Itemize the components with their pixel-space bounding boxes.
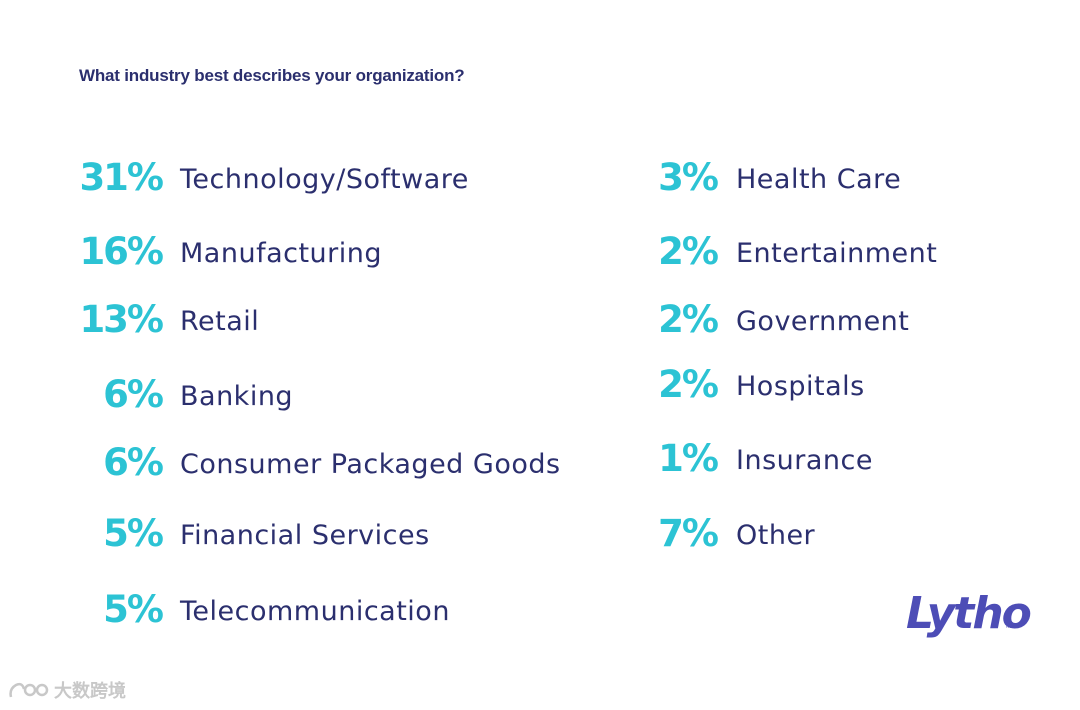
- stat-percentage: 5%: [103, 512, 164, 555]
- logo-trademark: ™: [1005, 625, 1012, 633]
- stat-label: Retail: [180, 306, 260, 337]
- stat-percentage: 6%: [103, 441, 164, 484]
- stat-percentage: 3%: [658, 156, 719, 199]
- stat-percentage: 5%: [103, 588, 164, 631]
- stat-label: Financial Services: [180, 520, 430, 551]
- stat-percentage: 7%: [658, 512, 719, 555]
- stat-percentage: 31%: [79, 156, 164, 199]
- stat-label: Telecommunication: [180, 596, 450, 627]
- stat-percentage: 2%: [658, 363, 719, 406]
- stat-percentage: 13%: [79, 298, 164, 341]
- watermark-text: 大数跨境: [54, 681, 126, 702]
- stat-label: Entertainment: [736, 238, 938, 269]
- stat-label: Other: [736, 520, 816, 551]
- stat-percentage: 6%: [103, 373, 164, 416]
- stat-percentage: 16%: [79, 230, 164, 273]
- stat-percentage: 2%: [658, 298, 719, 341]
- watermark: 大数跨境: [8, 677, 126, 703]
- stat-percentage: 2%: [658, 230, 719, 273]
- lytho-logo: Lytho: [906, 588, 1032, 639]
- stat-label: Banking: [180, 381, 294, 412]
- stat-label: Health Care: [736, 164, 902, 195]
- watermark-icon: [9, 682, 49, 698]
- stat-label: Hospitals: [736, 371, 865, 402]
- stat-label: Government: [736, 306, 910, 337]
- stat-percentage: 1%: [658, 437, 719, 480]
- stat-label: Technology/Software: [180, 164, 469, 195]
- stat-label: Manufacturing: [180, 238, 383, 269]
- stat-label: Consumer Packaged Goods: [180, 449, 561, 480]
- question-title: What industry best describes your organi…: [79, 66, 465, 85]
- stat-label: Insurance: [736, 445, 873, 476]
